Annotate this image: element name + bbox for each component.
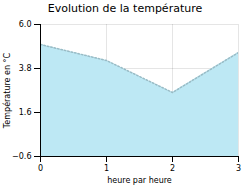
svg-text:Température en °C: Température en °C [2, 52, 12, 129]
svg-text:heure par heure: heure par heure [107, 176, 172, 185]
svg-text:3.8: 3.8 [19, 64, 32, 73]
svg-text:−0.6: −0.6 [12, 152, 31, 161]
html-text:Evolution de la température: Evolution de la température [47, 2, 203, 15]
svg-text:6.0: 6.0 [19, 20, 32, 29]
svg-text:3: 3 [236, 164, 241, 173]
svg-text:0: 0 [38, 164, 43, 173]
svg-text:1.6: 1.6 [19, 108, 32, 117]
svg-text:1: 1 [104, 164, 109, 173]
svg-text:2: 2 [170, 164, 175, 173]
